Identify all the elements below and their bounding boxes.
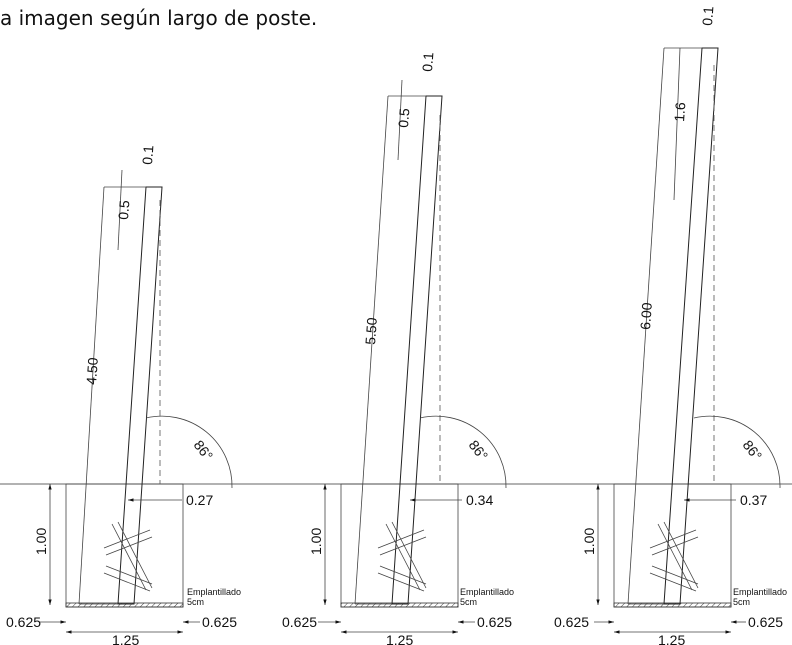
base-offset-label: 0.37 [740,492,767,508]
side-right-label: 0.625 [477,614,512,630]
base-slab [340,602,459,608]
base-note-line1: Emplantillado [460,587,514,597]
angle-label: 86° [466,437,492,464]
base-note-line1: Emplantillado [733,587,787,597]
base-note-line2: 5cm [187,597,204,607]
depth-label: 1.00 [33,528,49,555]
post-assembly-3: 6.00 1.6 0.1 86° 0.37 1.00 0.625 1.25 0.… [554,5,787,645]
pit-width-label: 1.25 [386,632,413,645]
post-assembly-1: 4.50 0.5 0.1 86° 0.27 1.00 0.625 1.25 0.… [6,144,241,645]
post-assembly-2: 5.50 0.5 0.1 86° 0.34 1.00 0.625 1.25 0.… [282,51,514,645]
post-body [391,95,443,605]
base-slab [65,602,184,608]
side-right-label: 0.625 [202,614,237,630]
top-offset-label: 1.6 [671,101,688,122]
angle-arc [693,415,781,489]
side-left-label: 0.625 [554,614,589,630]
length-dimension-line [354,95,389,605]
cross-brace [377,521,427,592]
cross-brace [103,521,153,592]
cross-brace [649,521,699,592]
post-body [663,47,719,605]
length-label: 4.50 [83,357,101,386]
top-offset-label: 0.5 [115,199,132,220]
length-label: 6.00 [637,302,655,331]
angle-label: 86° [740,437,766,464]
length-dimension-line [627,47,665,605]
pit-width-label: 1.25 [112,632,139,645]
top-offset-label: 0.5 [395,107,412,128]
base-note-line2: 5cm [460,597,477,607]
depth-label: 1.00 [581,528,597,555]
page-title: a imagen según largo de poste. [0,6,318,30]
side-right-label: 0.625 [748,614,783,630]
length-label: 5.50 [362,317,380,346]
top-small-label: 0.1 [699,5,716,26]
base-offset-label: 0.34 [466,492,493,508]
angle-label: 86° [191,437,217,464]
pit-width-label: 1.25 [658,632,685,645]
length-dimension-line [78,186,105,605]
side-left-label: 0.625 [6,614,41,630]
top-small-label: 0.1 [139,144,156,165]
top-small-label: 0.1 [419,51,436,72]
post-body [117,186,163,605]
angle-arc [419,415,507,489]
base-offset-label: 0.27 [186,492,213,508]
base-slab [613,602,732,608]
angle-arc [145,415,233,489]
depth-label: 1.00 [308,528,324,555]
base-note-line1: Emplantillado [187,587,241,597]
base-note-line2: 5cm [733,597,750,607]
side-left-label: 0.625 [282,614,317,630]
